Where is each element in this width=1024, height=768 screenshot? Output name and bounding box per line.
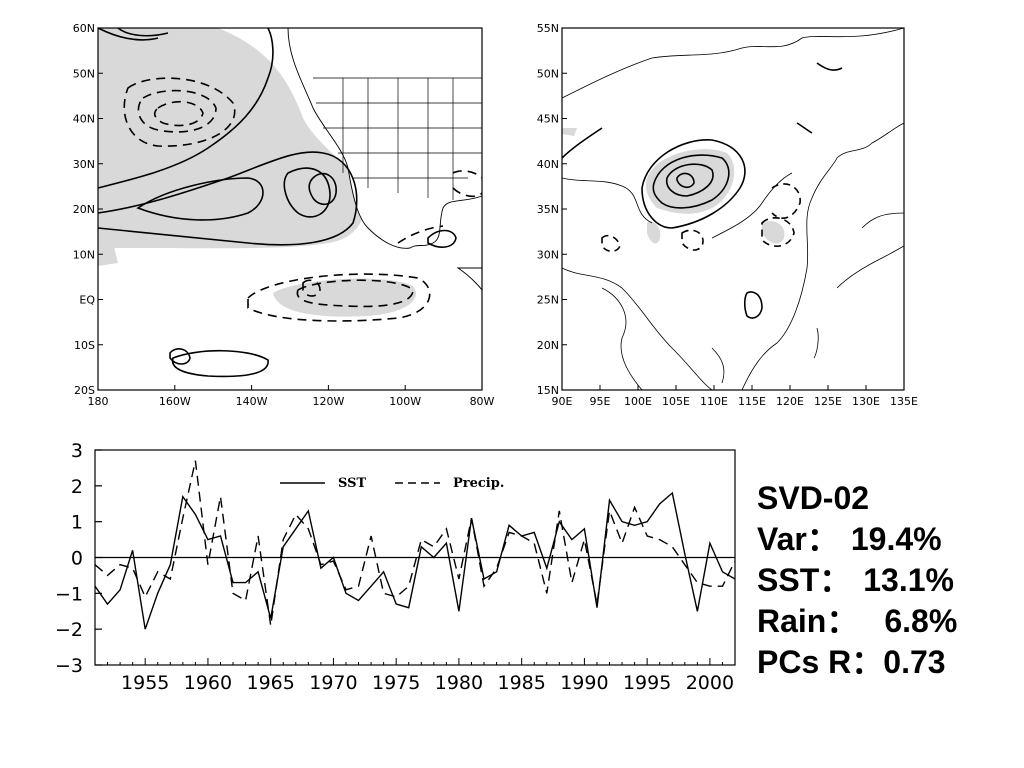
var-label: Var： (757, 521, 839, 557)
var-value: 19.4% (850, 521, 942, 557)
coastlines (561, 27, 905, 391)
lat-label: 50N (537, 67, 559, 80)
rain-map-panel: 55N 50N 45N 40N 35N 30N 25N 20N 15N 90E 95E 100E 10… (537, 22, 918, 408)
lon-label: 100E (624, 395, 652, 408)
sst-value: 13.1% (863, 562, 954, 598)
longitude-labels: 90E 95E 100E 105E 110E 115E 120E 125E 130E 135E (552, 385, 918, 408)
lon-label: 140W (236, 395, 268, 408)
lon-label: 80W (470, 395, 495, 408)
lon-label: 130E (852, 395, 880, 408)
x-tick-label: 1975 (372, 672, 420, 694)
y-tick-label: −3 (55, 655, 83, 677)
r-row: PCs R：0.73 (757, 642, 1012, 683)
x-tick-label: 1960 (184, 672, 232, 694)
y-tick-label: 2 (71, 476, 83, 498)
us-states (313, 77, 482, 200)
pc-timeseries-panel: SST Precip. 3 2 1 0 −1 −2 −3 1955 1960 1965 1970 19… (55, 440, 736, 694)
lon-label: 135E (890, 395, 918, 408)
legend: SST Precip. (280, 476, 504, 491)
rain-label: Rain： (757, 603, 859, 639)
r-value: 0.73 (883, 644, 946, 680)
lat-label: 55N (537, 22, 559, 35)
sst-row: SST： 13.1% (757, 560, 1012, 601)
y-tick-label: −1 (55, 583, 83, 605)
sst-shading (98, 28, 416, 317)
contours-dashed (123, 77, 483, 322)
lat-label: 40N (537, 158, 559, 171)
sst-map: 60N 50N 40N 30N 20N 10N EQ 10S 20S 180 160W 140W 12… (73, 22, 495, 408)
lat-label: EQ (79, 294, 95, 307)
var-row: Var： 19.4% (757, 519, 1012, 560)
y-tick-label: 1 (71, 512, 83, 534)
lat-label: 60N (73, 22, 95, 35)
r-label: PCs R： (757, 644, 884, 680)
lat-label: 25N (537, 294, 559, 307)
y-axis: 3 2 1 0 −1 −2 −3 (55, 440, 102, 677)
lat-label: 30N (73, 158, 95, 171)
x-axis: 1955 1960 1965 1970 1975 1980 1985 1990 1995 2000 (94, 658, 736, 694)
lat-label: 30N (537, 248, 559, 261)
lon-label: 105E (662, 395, 690, 408)
lon-label: 110E (700, 395, 728, 408)
lon-label: 180 (88, 395, 109, 408)
precip-series-line (94, 460, 736, 626)
lon-label: 115E (738, 395, 766, 408)
lat-label: 45N (537, 113, 559, 126)
y-tick-label: 0 (71, 548, 83, 570)
lon-label: 90E (552, 395, 573, 408)
x-tick-label: 1980 (435, 672, 483, 694)
x-tick-label: 1955 (121, 672, 169, 694)
rain-map: 55N 50N 45N 40N 35N 30N 25N 20N 15N 90E 95E 100E 10… (537, 22, 918, 408)
lon-label: 95E (590, 395, 611, 408)
lat-label: 15N (537, 384, 559, 397)
x-tick-label: 1965 (247, 672, 295, 694)
rain-contours-dashed (601, 183, 801, 253)
sst-label: SST： (757, 562, 852, 598)
lon-label: 100W (389, 395, 421, 408)
lon-label: 125E (814, 395, 842, 408)
rain-row: Rain： 6.8% (757, 601, 1012, 642)
sst-map-panel: 60N 50N 40N 30N 20N 10N EQ 10S 20S 180 160W 140W 12… (73, 22, 495, 408)
legend-label: Precip. (453, 476, 504, 491)
x-tick-label: 1990 (560, 672, 608, 694)
stats-title: SVD-02 (757, 480, 870, 516)
longitude-labels: 180 160W 140W 120W 100W 80W (88, 385, 495, 408)
legend-label: SST (338, 476, 366, 491)
lon-label: 160W (159, 395, 191, 408)
lon-label: 120E (776, 395, 804, 408)
latitude-labels: 60N 50N 40N 30N 20N 10N EQ 10S 20S (73, 22, 103, 397)
lat-label: 35N (537, 203, 559, 216)
lat-label: 10S (74, 339, 95, 352)
lat-label: 10N (73, 248, 95, 261)
lon-label: 120W (312, 395, 344, 408)
x-tick-label: 2000 (686, 672, 734, 694)
x-tick-label: 1985 (497, 672, 545, 694)
x-tick-label: 1995 (623, 672, 671, 694)
lat-label: 20N (537, 339, 559, 352)
y-tick-label: 3 (71, 440, 83, 462)
x-tick-label: 1970 (309, 672, 357, 694)
lat-label: 20S (74, 384, 95, 397)
latitude-labels: 55N 50N 45N 40N 35N 30N 25N 20N 15N (537, 22, 567, 397)
rain-value: 6.8% (884, 603, 958, 639)
contours (97, 27, 457, 378)
lat-label: 40N (73, 113, 95, 126)
svd-stats: SVD-02 Var： 19.4% SST： 13.1% Rain： 6.8% PCs… (757, 478, 1012, 683)
lat-label: 20N (73, 203, 95, 216)
rain-contours (561, 62, 843, 319)
y-tick-label: −2 (55, 619, 83, 641)
lat-label: 50N (73, 67, 95, 80)
land-outline (287, 27, 483, 292)
